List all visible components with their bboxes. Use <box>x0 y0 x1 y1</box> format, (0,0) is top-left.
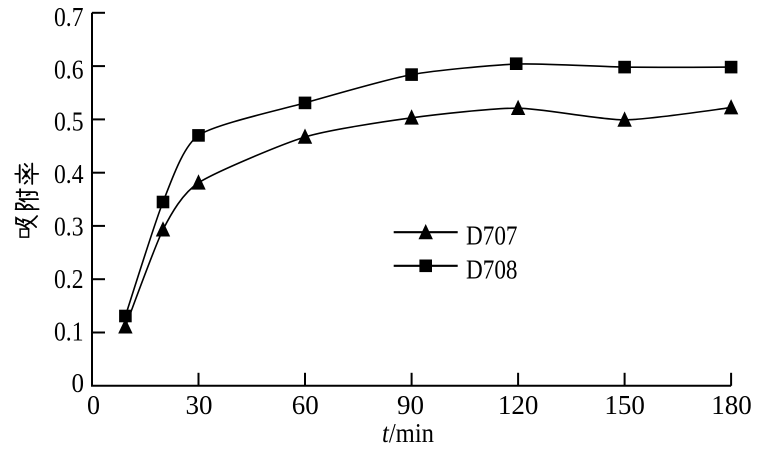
svg-text:0.5: 0.5 <box>54 107 84 137</box>
svg-text:0.4: 0.4 <box>54 159 84 189</box>
svg-text:150: 150 <box>604 390 645 420</box>
svg-text:0.1: 0.1 <box>54 316 84 346</box>
svg-text:90: 90 <box>397 390 424 420</box>
svg-text:0: 0 <box>87 390 100 420</box>
svg-text:D707: D707 <box>466 221 518 251</box>
svg-text:0.6: 0.6 <box>54 54 84 84</box>
svg-text:0: 0 <box>72 368 85 398</box>
svg-text:0.7: 0.7 <box>54 2 84 32</box>
svg-text:t/min: t/min <box>382 418 434 448</box>
svg-text:120: 120 <box>498 390 539 420</box>
svg-text:60: 60 <box>292 390 319 420</box>
svg-text:30: 30 <box>186 390 213 420</box>
svg-text:D708: D708 <box>466 254 518 284</box>
svg-text:180: 180 <box>711 390 752 420</box>
svg-text:0.3: 0.3 <box>54 212 84 242</box>
svg-text:0.2: 0.2 <box>54 264 84 294</box>
